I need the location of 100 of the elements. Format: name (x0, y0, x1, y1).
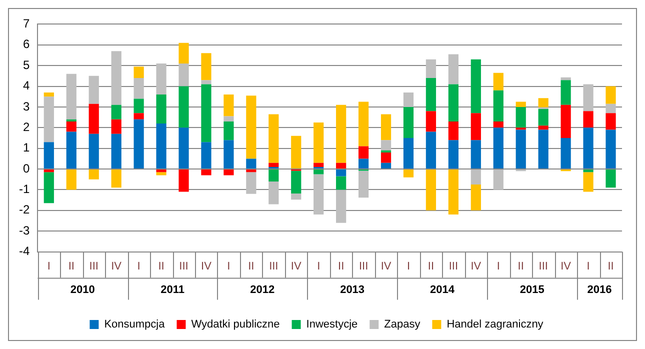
bar (44, 172, 54, 204)
x-tick-label: IV (111, 260, 122, 272)
x-tick-label: III (179, 260, 188, 272)
legend-label: Handel zagraniczny (446, 318, 544, 331)
bar (201, 142, 212, 169)
bar (44, 96, 54, 142)
bar (111, 134, 122, 169)
text: 2010 (70, 284, 95, 296)
bar (134, 66, 144, 78)
bar (560, 138, 571, 169)
bar (88, 76, 99, 104)
x-tick-label: II (518, 260, 524, 272)
bar (224, 94, 234, 116)
bar (403, 92, 414, 107)
bar (291, 136, 302, 169)
bar (358, 146, 369, 159)
bar (380, 162, 392, 169)
bar (156, 94, 166, 124)
bar (178, 170, 189, 192)
y-tick-label: 7 (22, 16, 30, 31)
bar (470, 170, 481, 185)
bar (493, 72, 504, 90)
bar (88, 134, 99, 169)
bar (178, 128, 189, 169)
bar (583, 170, 594, 172)
x-tick-label: IV (201, 260, 212, 272)
bar (224, 170, 234, 176)
bar (470, 140, 481, 169)
text: 2015 (520, 284, 544, 296)
bar (426, 59, 436, 78)
text: 2012 (250, 284, 275, 296)
bar (583, 128, 594, 169)
y-tick-label: 2 (22, 120, 30, 134)
bar (111, 104, 122, 120)
x-tick-label: I (137, 260, 140, 272)
bar (380, 114, 392, 140)
bar (560, 80, 571, 105)
x-tick-label: IV (380, 260, 392, 272)
bar (516, 106, 526, 128)
bar (336, 162, 346, 169)
bar (201, 84, 212, 142)
y-tick-label: 1 (22, 140, 30, 155)
x-tick-label: III (89, 260, 98, 272)
bar (66, 132, 76, 169)
legend-label: Konsumpcja (104, 318, 166, 331)
bar (493, 90, 504, 122)
bar (224, 140, 234, 169)
bar (426, 132, 436, 169)
bar (470, 113, 481, 140)
bar (493, 121, 504, 128)
bar (403, 138, 414, 169)
text: 2013 (340, 284, 365, 296)
bar (448, 121, 458, 140)
bar (336, 176, 346, 190)
bar (583, 111, 594, 128)
bar (314, 174, 324, 215)
bar (291, 170, 302, 194)
bar (314, 122, 324, 163)
bar (201, 53, 212, 80)
bar (246, 158, 256, 169)
bar (426, 170, 436, 210)
bar (493, 170, 504, 190)
bar (224, 116, 234, 122)
x-tick-label: II (158, 260, 164, 272)
bar (134, 119, 144, 169)
bar (516, 130, 526, 169)
y-tick-label: -3 (19, 223, 30, 238)
bar (538, 98, 548, 108)
bar (493, 128, 504, 169)
bar (134, 78, 144, 99)
bar (201, 170, 212, 176)
x-tick-label: III (269, 260, 278, 272)
bar (448, 84, 458, 122)
x-tick-label: II (608, 260, 614, 272)
bar (134, 98, 144, 114)
x-tick-label: II (68, 260, 74, 272)
x-tick-label: IV (560, 260, 572, 272)
bar (538, 109, 548, 126)
bar (426, 78, 436, 112)
bar (88, 170, 99, 180)
bar (224, 121, 234, 140)
bar (201, 80, 212, 84)
bar (268, 162, 279, 167)
x-tick-label: IV (290, 260, 302, 272)
bar (606, 170, 616, 188)
x-tick-label: I (406, 260, 410, 272)
x-tick-label: I (47, 260, 50, 272)
bar (134, 113, 144, 120)
bar (178, 86, 189, 128)
bar (426, 111, 436, 132)
bar (44, 142, 54, 169)
text: 2016 (587, 284, 612, 296)
bar (538, 130, 548, 169)
x-tick-label: III (448, 260, 458, 272)
bar (246, 96, 256, 159)
y-tick-label: 5 (22, 58, 30, 72)
bar (111, 170, 122, 188)
x-tick-label: I (317, 260, 320, 272)
bar (448, 140, 458, 169)
bar (560, 104, 571, 138)
